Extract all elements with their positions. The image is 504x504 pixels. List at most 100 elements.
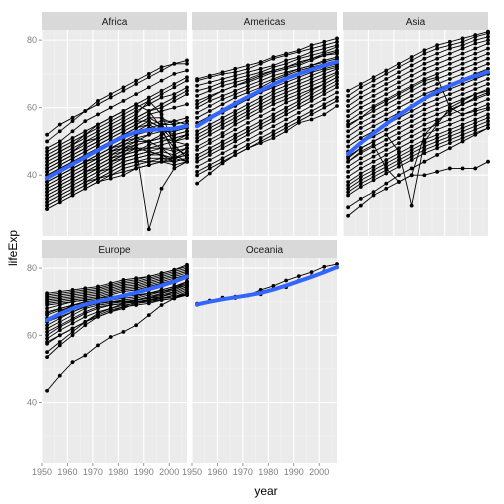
x-tick-label: 1960: [207, 467, 227, 477]
data-point: [473, 51, 478, 56]
data-point: [371, 164, 376, 169]
data-point: [57, 333, 62, 338]
data-point: [146, 294, 151, 299]
data-point: [346, 134, 350, 139]
data-point: [358, 110, 363, 115]
data-point: [96, 176, 100, 181]
country-line: [347, 63, 489, 132]
data-point: [220, 151, 225, 156]
data-point: [409, 166, 414, 171]
data-point: [233, 122, 238, 127]
data-point: [246, 109, 250, 113]
data-point: [121, 115, 126, 120]
data-point: [358, 171, 363, 176]
data-point: [121, 159, 126, 164]
data-point: [207, 149, 212, 154]
data-point: [185, 61, 189, 66]
data-point: [121, 88, 126, 93]
data-point: [70, 183, 75, 188]
data-point: [134, 78, 139, 83]
data-point: [422, 139, 427, 144]
data-point: [57, 142, 62, 147]
data-point: [346, 109, 350, 113]
data-point: [397, 100, 401, 105]
data-point: [96, 180, 100, 184]
country-line: [46, 103, 188, 169]
data-point: [233, 139, 238, 144]
data-point: [96, 156, 100, 161]
data-point: [409, 109, 414, 113]
data-point: [335, 99, 339, 103]
data-point: [45, 159, 49, 164]
data-point: [185, 85, 189, 90]
data-point: [57, 196, 62, 201]
data-point: [246, 115, 250, 120]
data-point: [45, 333, 49, 338]
country-line: [46, 134, 188, 190]
x-tick-label: 1950: [32, 467, 52, 477]
country-line: [196, 76, 338, 147]
data-point: [146, 119, 151, 124]
data-point: [284, 65, 289, 70]
data-point: [185, 129, 189, 134]
data-point: [220, 88, 225, 93]
data-point: [220, 126, 225, 130]
data-point: [220, 146, 225, 151]
data-point: [371, 93, 376, 98]
data-point: [207, 88, 212, 93]
data-point: [460, 166, 465, 171]
data-point: [108, 129, 113, 134]
data-point: [45, 193, 49, 198]
data-point: [146, 149, 151, 154]
data-point: [371, 139, 376, 144]
data-point: [422, 102, 427, 107]
country-line: [347, 43, 489, 112]
data-point: [146, 95, 151, 100]
data-point: [195, 173, 199, 178]
y-tick-label: 40: [27, 398, 37, 408]
data-point: [435, 43, 440, 48]
data-point: [473, 112, 478, 117]
data-point: [121, 126, 126, 130]
data-point: [146, 112, 151, 117]
data-point: [322, 72, 327, 76]
data-point: [207, 104, 212, 108]
data-point: [134, 299, 139, 304]
data-point: [45, 355, 49, 360]
data-point: [246, 102, 250, 107]
data-point: [246, 126, 250, 130]
country-line: [347, 124, 489, 193]
data-point: [185, 102, 189, 107]
data-point: [271, 102, 276, 107]
data-point: [447, 72, 452, 76]
data-point: [358, 146, 363, 151]
data-point: [57, 343, 62, 348]
data-point: [146, 146, 151, 151]
data-point: [121, 139, 126, 144]
data-point: [322, 68, 327, 73]
country-line: [196, 97, 338, 173]
data-point: [460, 126, 465, 130]
data-point: [473, 117, 478, 122]
data-point: [258, 102, 263, 107]
data-point: [384, 77, 389, 81]
country-line: [196, 38, 338, 80]
data-point: [322, 102, 327, 107]
data-point: [246, 146, 250, 151]
data-point: [195, 93, 199, 98]
data-point: [57, 156, 62, 161]
data-point: [447, 97, 452, 102]
data-point: [258, 99, 263, 103]
data-point: [246, 63, 250, 68]
data-point: [346, 104, 350, 108]
data-point: [284, 93, 289, 98]
data-point: [271, 112, 276, 117]
data-point: [121, 112, 126, 117]
data-point: [83, 109, 88, 113]
data-point: [57, 200, 62, 205]
data-point: [108, 166, 113, 171]
data-point: [473, 92, 478, 97]
data-point: [57, 159, 62, 164]
facet-panel-oceania: Oceania 1950 1960 1970 1980 1990 2000: [182, 240, 339, 477]
data-point: [486, 112, 490, 117]
